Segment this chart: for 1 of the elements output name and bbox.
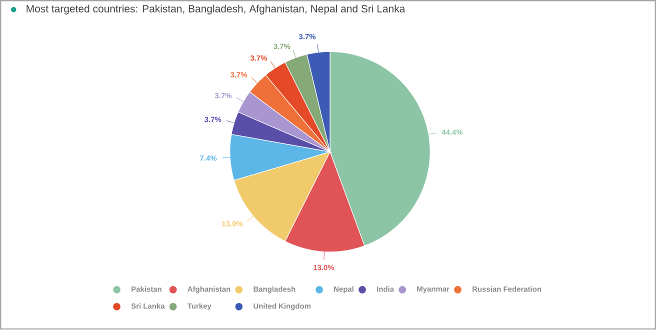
chart-title: Most targeted countries: Pakistan, Bangladesh, Afghanistan, Nepal and Sri Lanka <box>26 4 406 15</box>
